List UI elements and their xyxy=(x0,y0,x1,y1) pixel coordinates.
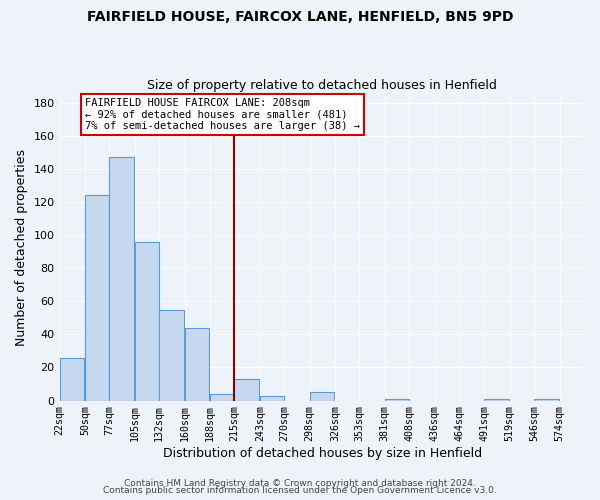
Bar xyxy=(534,399,559,400)
Bar xyxy=(260,396,284,400)
Bar xyxy=(135,242,159,400)
Bar xyxy=(385,399,409,400)
Bar xyxy=(59,358,84,401)
Text: Contains HM Land Registry data © Crown copyright and database right 2024.: Contains HM Land Registry data © Crown c… xyxy=(124,478,476,488)
Text: FAIRFIELD HOUSE FAIRCOX LANE: 208sqm
← 92% of detached houses are smaller (481)
: FAIRFIELD HOUSE FAIRCOX LANE: 208sqm ← 9… xyxy=(85,98,360,131)
Bar xyxy=(159,310,184,400)
Y-axis label: Number of detached properties: Number of detached properties xyxy=(15,149,28,346)
Bar xyxy=(235,379,259,400)
Bar xyxy=(85,196,109,400)
Text: FAIRFIELD HOUSE, FAIRCOX LANE, HENFIELD, BN5 9PD: FAIRFIELD HOUSE, FAIRCOX LANE, HENFIELD,… xyxy=(87,10,513,24)
X-axis label: Distribution of detached houses by size in Henfield: Distribution of detached houses by size … xyxy=(163,447,482,460)
Bar xyxy=(484,399,509,400)
Bar xyxy=(310,392,334,400)
Text: Contains public sector information licensed under the Open Government Licence v3: Contains public sector information licen… xyxy=(103,486,497,495)
Bar xyxy=(109,158,134,400)
Bar xyxy=(185,328,209,400)
Bar xyxy=(210,394,235,400)
Title: Size of property relative to detached houses in Henfield: Size of property relative to detached ho… xyxy=(148,79,497,92)
